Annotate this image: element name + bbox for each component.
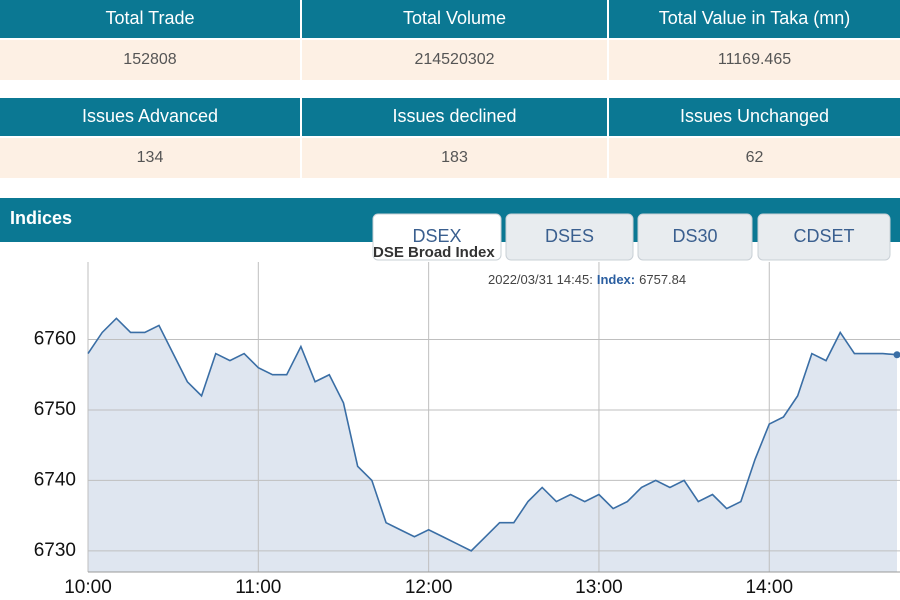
value-label: 152808 — [123, 51, 176, 68]
tab[interactable] — [757, 213, 891, 261]
last-point — [893, 351, 900, 359]
header-cell — [0, 0, 300, 38]
header-label: Total Value in Taka (mn) — [659, 8, 850, 28]
tab[interactable] — [637, 213, 753, 261]
value-label: 214520302 — [414, 51, 494, 68]
value-label: 183 — [441, 149, 468, 166]
x-tick-label: 12:00 — [405, 577, 453, 598]
y-tick-label: 6740 — [34, 469, 76, 490]
tab-label[interactable]: DSES — [545, 226, 594, 246]
header-cell — [609, 0, 900, 38]
value-cell — [302, 40, 607, 80]
tab[interactable] — [505, 213, 634, 261]
section-title: Indices — [10, 208, 72, 228]
tooltip-label: Index: — [597, 272, 635, 287]
header-label: Total Trade — [105, 8, 194, 28]
tooltip: 2022/03/31 14:45: Index: 6757.84 — [488, 272, 686, 287]
header-cell — [0, 98, 300, 136]
value-cell — [609, 40, 900, 80]
line — [87, 317, 898, 552]
header-label: Total Volume — [403, 8, 506, 28]
value-cell — [0, 138, 300, 178]
header-cell — [609, 98, 900, 136]
header-label: Issues declined — [392, 106, 516, 126]
x-tick-label: 10:00 — [64, 577, 112, 598]
value-label: 11169.465 — [718, 51, 791, 68]
x-tick-label: 14:00 — [745, 577, 793, 598]
value-cell — [0, 40, 300, 80]
header-cell — [302, 98, 607, 136]
header-label: Issues Advanced — [82, 106, 218, 126]
tooltip-time: 2022/03/31 14:45: — [488, 272, 593, 287]
tab-label[interactable]: DSEX — [412, 226, 461, 246]
value-cell — [302, 138, 607, 178]
value-label: 62 — [746, 149, 764, 166]
header-label: Issues Unchanged — [680, 106, 829, 126]
y-tick-label: 6730 — [34, 540, 76, 561]
tab-label[interactable]: CDSET — [793, 226, 854, 246]
value-cell — [609, 138, 900, 178]
value-label: 134 — [137, 149, 164, 166]
x-tick-label: 11:00 — [235, 577, 281, 598]
tab-active[interactable] — [372, 213, 502, 261]
tab-label[interactable]: DS30 — [672, 226, 717, 246]
y-tick-label: 6760 — [34, 329, 76, 350]
area — [88, 318, 897, 572]
chart-title: DSE Broad Index — [373, 244, 495, 261]
y-tick-label: 6750 — [34, 399, 76, 420]
tooltip-value: 6757.84 — [639, 272, 686, 287]
header-cell — [302, 0, 607, 38]
x-tick-label: 13:00 — [575, 577, 623, 598]
